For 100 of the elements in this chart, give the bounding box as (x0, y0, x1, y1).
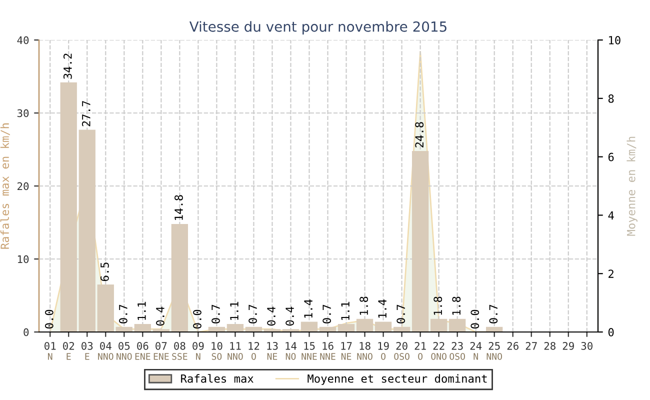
data-label: 1.4 (378, 299, 386, 318)
data-label: 0.4 (286, 306, 294, 326)
y2-tick-label: 2 (608, 270, 614, 278)
text: OSO (394, 353, 410, 360)
text: NNO (357, 353, 372, 360)
data-label: 1.1 (138, 302, 146, 320)
data-label: 0.0 (193, 310, 202, 328)
x-tick-label: 06 (137, 342, 148, 350)
data-label: 1.1 (341, 302, 350, 320)
x-tick-label: 28 (544, 342, 556, 350)
y2-tick-label: 10 (609, 36, 620, 44)
y2-tick-label: 6 (608, 152, 614, 162)
data-label: 1.4 (304, 299, 312, 318)
data-label: 6.5 (100, 262, 109, 282)
x-tick-label: 14 (286, 342, 297, 350)
y-tick-label: 20 (18, 182, 29, 190)
x-tick-label: 01 (44, 342, 56, 350)
bar (300, 322, 318, 332)
data-label: 34.2 (63, 54, 72, 79)
x-tick-label: 16 (322, 342, 334, 350)
data-label: 0.7 (118, 304, 128, 324)
text: ENE (154, 353, 169, 360)
x-tick-label: 15 (304, 342, 315, 350)
x-tick-label: 20 (396, 342, 408, 350)
x-tick-label: 18 (360, 342, 370, 350)
text: O (252, 353, 256, 360)
x-tick-label: 22 (433, 342, 444, 350)
x-tick-label: 05 (118, 342, 130, 350)
text: NE (267, 353, 278, 360)
legend-label: Rafales max (181, 374, 254, 383)
bar (448, 318, 466, 332)
x-tick-label: 21 (414, 342, 426, 350)
x-tick-label: 03 (82, 342, 93, 350)
x-tick-label: 30 (581, 342, 592, 350)
text: SO (212, 353, 222, 360)
bar (171, 224, 188, 332)
x-tick-label: 24 (470, 342, 482, 350)
text: N (196, 353, 200, 360)
data-label: 0.4 (267, 306, 276, 326)
y-tick-label: 40 (17, 36, 29, 44)
y-axis-title: Rafales max en km/h (0, 123, 10, 249)
data-label: 14.8 (174, 195, 183, 220)
x-tick-label: 09 (192, 342, 204, 350)
text: NNO (228, 353, 243, 360)
data-label: 1.8 (360, 296, 368, 315)
data-label: 0.4 (156, 306, 164, 326)
bar (97, 284, 114, 332)
x-tick-label: 11 (230, 342, 241, 350)
text: SSE (172, 353, 188, 360)
data-label: 0.0 (44, 310, 54, 328)
text: NNE (320, 353, 336, 360)
bar (134, 324, 151, 332)
text: OSO (450, 353, 465, 360)
data-label: 0.7 (212, 304, 220, 324)
bar (412, 150, 429, 332)
text: E (85, 353, 90, 360)
data-label: 1.8 (452, 296, 461, 315)
y2-tick-label: 4 (608, 211, 614, 220)
bar (338, 324, 355, 332)
data-label: 24.8 (415, 122, 424, 148)
bar (226, 324, 244, 332)
text: N (474, 353, 478, 360)
y2-axis-title: Moyenne en km/h (626, 136, 638, 236)
data-label: 0.7 (489, 304, 498, 324)
text: NNO (116, 353, 132, 360)
x-tick-label: 02 (63, 342, 74, 350)
text: ENE (135, 353, 150, 360)
x-tick-label: 29 (562, 342, 574, 350)
x-tick-label: 27 (526, 342, 537, 350)
text: NNE (302, 353, 317, 360)
text: O (381, 353, 386, 360)
legend-label: Moyenne et secteur dominant (308, 374, 487, 385)
bar (60, 82, 77, 332)
x-tick-label: 19 (378, 342, 389, 350)
data-label: 0.7 (248, 304, 257, 324)
chart-title: Vitesse du vent pour novembre 2015 (189, 21, 446, 35)
y2-tick-label: 8 (608, 94, 614, 103)
bar (430, 318, 448, 332)
x-tick-label: 26 (507, 342, 518, 350)
data-label: 0.7 (396, 304, 406, 324)
text: NNO (98, 353, 114, 360)
text: ONO (431, 353, 446, 360)
data-label: 0.0 (470, 310, 480, 328)
text: N (48, 353, 52, 360)
data-label: 27.7 (82, 101, 90, 126)
text: O (418, 353, 423, 360)
text: NO (286, 353, 296, 360)
bar (374, 322, 392, 332)
y-tick-label: 0 (24, 328, 29, 336)
data-label: 1.1 (230, 302, 238, 320)
x-tick-label: 23 (452, 342, 463, 350)
x-tick-label: 12 (248, 342, 260, 350)
text: E (66, 353, 71, 360)
data-label: 0.7 (322, 304, 332, 324)
bar (356, 318, 374, 332)
y-tick-label: 30 (17, 109, 29, 118)
x-tick-label: 07 (156, 342, 167, 350)
y-tick-label: 10 (18, 255, 29, 264)
x-tick-label: 25 (488, 342, 500, 350)
x-tick-label: 10 (212, 342, 222, 350)
